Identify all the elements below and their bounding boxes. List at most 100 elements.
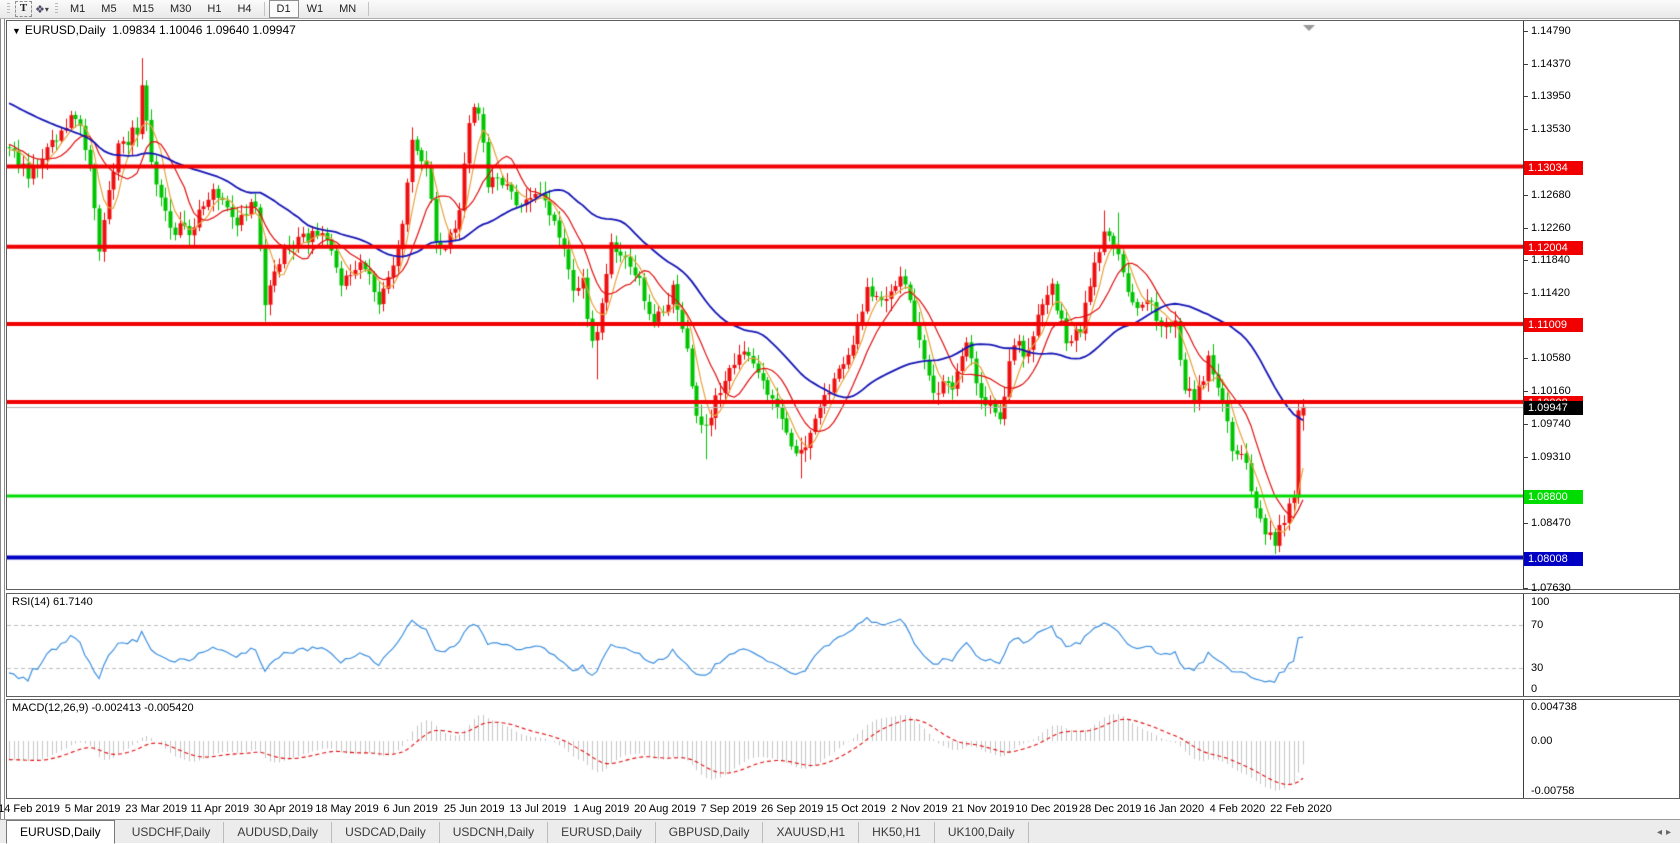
- price-tick-mark: [1524, 129, 1528, 130]
- date-label: 7 Sep 2019: [700, 803, 757, 815]
- date-label: 23 Mar 2019: [125, 803, 188, 815]
- price-tick-mark: [1524, 391, 1528, 392]
- chart-tab-2-audusd-daily[interactable]: AUDUSD,Daily: [224, 822, 333, 843]
- objects-tool-button[interactable]: ❖ ▾: [34, 2, 50, 17]
- date-label: 13 Jul 2019: [509, 803, 567, 815]
- price-tick-mark: [1524, 96, 1528, 97]
- date-label: 22 Feb 2020: [1270, 803, 1332, 815]
- rsi-panel: RSI(14) 61.7140 100 70 30 0: [6, 593, 1680, 697]
- timeframe-button-m5[interactable]: M5: [101, 3, 117, 15]
- macd-tick-label: 0.004738: [1531, 701, 1577, 713]
- chart-tab-0-eurusd-daily[interactable]: EURUSD,Daily: [6, 820, 115, 844]
- timeframe-button-h4[interactable]: H4: [237, 3, 252, 15]
- rsi-axis[interactable]: 100 70 30 0: [1523, 594, 1679, 696]
- price-tick-mark: [1524, 293, 1528, 294]
- toolbar-grip[interactable]: [55, 3, 58, 15]
- date-label: 14 Feb 2019: [0, 803, 60, 815]
- price-tick-label: 1.11840: [1531, 254, 1570, 267]
- time-axis[interactable]: 14 Feb 2019 5 Mar 2019 23 Mar 2019 11 Apr 2…: [0, 800, 1680, 819]
- price-tick-mark: [1524, 31, 1528, 32]
- date-label: 20 Aug 2019: [634, 803, 696, 815]
- date-label: 21 Nov 2019: [951, 803, 1015, 815]
- price-tick-label: 1.11420: [1531, 287, 1570, 300]
- rsi-plot[interactable]: RSI(14) 61.7140: [7, 594, 1523, 696]
- price-tick-mark: [1524, 358, 1528, 359]
- price-tick-label: 1.13530: [1531, 123, 1571, 135]
- macd-axis[interactable]: 0.004738 0.00 -0.00758: [1523, 700, 1679, 798]
- timeframe-button-w1[interactable]: W1: [306, 3, 324, 15]
- macd-label: MACD(12,26,9) -0.002413 -0.005420: [12, 702, 194, 714]
- chart-tab-4-usdcnh-daily[interactable]: USDCNH,Daily: [440, 822, 549, 843]
- tab-scroll-right-icon[interactable]: ▸: [1665, 827, 1675, 838]
- price-tick-mark: [1524, 64, 1528, 65]
- price-tick-label: 1.09740: [1531, 417, 1571, 430]
- price-tick-label: 1.10580: [1531, 352, 1571, 365]
- chart-tab-5-eurusd-daily[interactable]: EURUSD,Daily: [548, 822, 656, 843]
- price-tick-label: 1.09310: [1531, 451, 1571, 464]
- tab-scroll-arrows[interactable]: ◂▸: [1657, 827, 1675, 838]
- macd-canvas[interactable]: [7, 700, 1523, 798]
- rsi-tick-label: 0: [1531, 683, 1538, 695]
- price-tick-mark: [1524, 523, 1528, 524]
- chart-tab-8-hk50-h1[interactable]: HK50,H1: [859, 822, 935, 843]
- date-label: 6 Jun 2019: [383, 803, 438, 815]
- window-left-edge: [0, 19, 5, 843]
- rsi-canvas[interactable]: [7, 594, 1523, 696]
- toolbar-grip[interactable]: [7, 3, 10, 15]
- timeframe-button-m30[interactable]: M30: [169, 3, 192, 15]
- candlestick-canvas[interactable]: [7, 21, 1523, 589]
- price-level-badge: 1.11009: [1524, 318, 1583, 333]
- price-chart-plot[interactable]: ▼ EURUSD,Daily 1.09834 1.10046 1.09640 1.…: [7, 21, 1523, 589]
- toolbar-separator: [263, 2, 265, 16]
- main-chart-panel: ▼ EURUSD,Daily 1.09834 1.10046 1.09640 1.…: [6, 20, 1680, 594]
- price-tick-label: 1.10160: [1531, 385, 1571, 398]
- chart-tab-1-usdchf-daily[interactable]: USDCHF,Daily: [119, 822, 225, 843]
- chart-title-overlay: ▼ EURUSD,Daily 1.09834 1.10046 1.09640 1.…: [12, 23, 296, 37]
- date-label: 1 Aug 2019: [573, 803, 630, 815]
- timeframe-button-m15[interactable]: M15: [132, 3, 154, 15]
- price-axis[interactable]: 1.14790 1.14370 1.13950 1.13530 1.12680 1.122…: [1523, 21, 1679, 594]
- price-tick-label: 1.13950: [1531, 90, 1571, 103]
- timeframe-button-group: M1 M5 M15 M30 H1 H4 D1 W1 MN: [62, 0, 364, 18]
- collapse-triangle-icon[interactable]: ▼: [12, 26, 21, 36]
- price-tick-mark: [1524, 260, 1528, 261]
- date-label: 4 Feb 2020: [1209, 803, 1266, 815]
- chart-tab-6-gbpusd-daily[interactable]: GBPUSD,Daily: [656, 822, 764, 843]
- date-label: 11 Apr 2019: [190, 803, 250, 815]
- timeframe-button-m1[interactable]: M1: [70, 3, 86, 15]
- chart-tab-9-uk100-daily[interactable]: UK100,Daily: [935, 822, 1029, 843]
- timeframe-button-h1[interactable]: H1: [207, 3, 222, 15]
- rsi-tick-label: 100: [1531, 596, 1550, 608]
- timeframe-button-d1[interactable]: D1: [268, 0, 299, 18]
- price-level-badge: 1.13034: [1524, 160, 1583, 175]
- text-tool-button[interactable]: T: [15, 1, 32, 17]
- price-tick-label: 1.14370: [1531, 57, 1571, 70]
- price-tick-mark: [1524, 228, 1528, 229]
- date-label: 26 Sep 2019: [760, 803, 824, 815]
- price-tick-mark: [1524, 457, 1528, 458]
- price-tick-label: 1.07630: [1531, 581, 1571, 594]
- timeframe-button-mn[interactable]: MN: [339, 3, 357, 15]
- price-level-badge: 1.12004: [1524, 240, 1583, 255]
- price-level-badge: 1.09947: [1524, 400, 1583, 415]
- price-tick-label: 1.12260: [1531, 221, 1571, 234]
- price-tick-label: 1.14790: [1531, 25, 1571, 37]
- text-tool-icon: T: [15, 1, 32, 17]
- tab-scroll-left-icon[interactable]: ◂: [1656, 827, 1666, 838]
- price-tick-mark: [1524, 195, 1528, 196]
- macd-tick-label: 0.00: [1531, 735, 1553, 747]
- date-label: 25 Jun 2019: [443, 803, 505, 815]
- price-level-badge: 1.08800: [1524, 489, 1583, 504]
- price-level-badge: 1.08008: [1524, 551, 1583, 566]
- chart-tab-3-usdcad-daily[interactable]: USDCAD,Daily: [332, 822, 440, 843]
- date-label: 15 Oct 2019: [825, 803, 886, 815]
- rsi-label: RSI(14) 61.7140: [12, 596, 93, 608]
- macd-plot[interactable]: MACD(12,26,9) -0.002413 -0.005420: [7, 700, 1523, 798]
- price-tick-mark: [1524, 424, 1528, 425]
- toolbar-separator: [368, 2, 370, 16]
- chart-tab-7-xauusd-h1[interactable]: XAUUSD,H1: [763, 822, 860, 843]
- caret-down-icon: ▾: [44, 4, 49, 14]
- date-label: 30 Apr 2019: [253, 803, 314, 815]
- date-label: 16 Jan 2020: [1143, 803, 1205, 815]
